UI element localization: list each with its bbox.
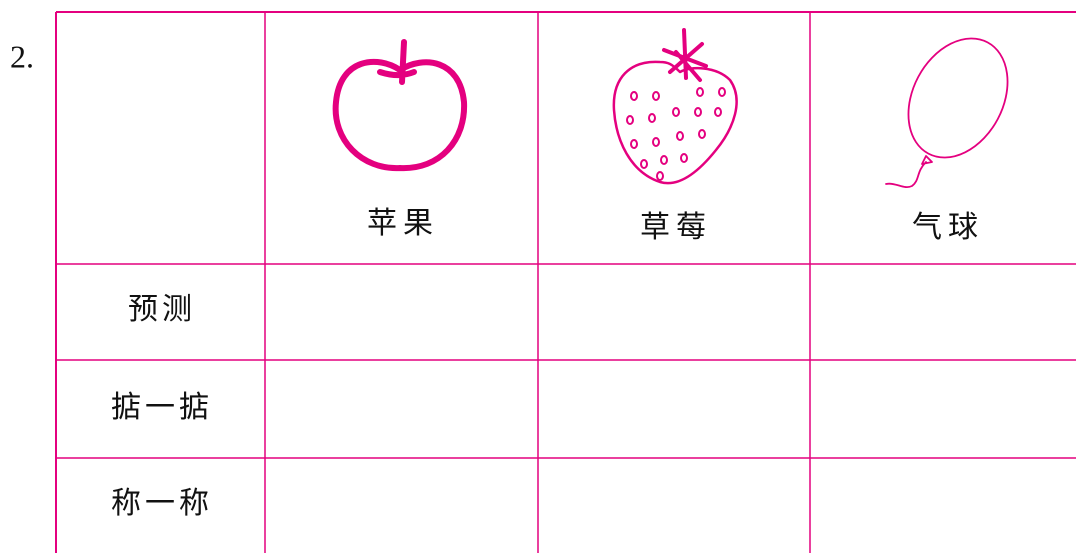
row-label: 预测 bbox=[128, 293, 196, 326]
table-grid bbox=[55, 11, 1076, 553]
row-label: 掂一掂 bbox=[111, 391, 213, 424]
column-header: 草莓 bbox=[640, 211, 712, 244]
row-label: 称一称 bbox=[111, 487, 213, 520]
column-header: 苹果 bbox=[367, 207, 439, 240]
apple-drawing bbox=[332, 39, 468, 172]
column-header: 气球 bbox=[912, 211, 984, 244]
strawberry-drawing bbox=[612, 28, 738, 185]
question-number: 2. bbox=[10, 38, 34, 74]
balloon-drawing bbox=[885, 37, 1009, 188]
